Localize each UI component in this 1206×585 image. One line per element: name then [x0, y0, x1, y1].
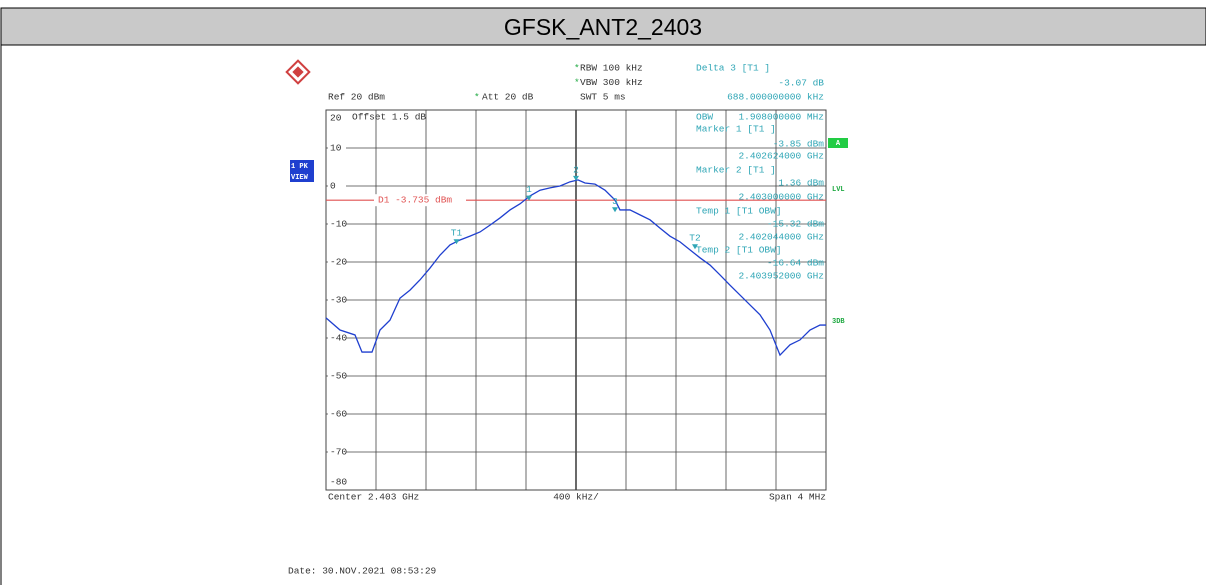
tick-label-bg	[328, 371, 346, 381]
marker	[612, 207, 618, 213]
tick-label-bg	[328, 257, 346, 267]
date: Date: 30.NOV.2021 08:53:29	[288, 566, 437, 577]
panel-name: Temp 1 [T1 OBW]	[696, 206, 782, 217]
y-tick-label: -20	[330, 257, 347, 268]
display-line-label-bg	[374, 194, 466, 207]
setting-star: *	[574, 77, 580, 88]
trace-label: 1 PK	[291, 163, 309, 171]
panel-freq: 688.000000000 kHz	[727, 92, 824, 103]
panel-value: -3.85 dBm	[773, 139, 825, 150]
panel-freq: 2.403000000 GHz	[738, 192, 824, 203]
panel-name: Delta 3 [T1 ]	[696, 63, 770, 74]
tick-label-bg	[328, 219, 346, 229]
y-tick-label: -70	[330, 447, 347, 458]
tick-label-bg	[328, 477, 346, 487]
marker	[692, 244, 698, 250]
marker-label: 3	[612, 196, 618, 207]
marker-label: T2	[689, 233, 701, 244]
panel-name: Temp 2 [T1 OBW]	[696, 245, 782, 256]
marker	[573, 175, 579, 181]
y-tick-label: 20	[330, 113, 342, 124]
x-span: Span 4 MHz	[769, 492, 826, 503]
panel-value: 1.908000000 MHz	[738, 112, 824, 123]
tick-label-bg	[328, 295, 346, 305]
side-label: A	[836, 140, 841, 148]
trace-badge	[290, 160, 314, 182]
marker	[526, 195, 532, 201]
panel-name: Marker 1 [T1 ]	[696, 124, 776, 135]
panel-freq: 2.402624000 GHz	[738, 151, 824, 162]
tick-label-bg	[328, 333, 346, 343]
setting: RBW 100 kHz	[580, 63, 643, 74]
panel-value: 1.36 dBm	[778, 178, 824, 189]
title-bar	[0, 7, 1206, 46]
setting: SWT 5 ms	[580, 92, 626, 103]
tick-label-bg	[328, 409, 346, 419]
tick-label-bg	[328, 447, 346, 457]
ref-level: Ref 20 dBm	[328, 92, 385, 103]
x-center: Center 2.403 GHz	[328, 492, 419, 503]
marker-label: T1	[451, 228, 463, 239]
display-line-label: D1 -3.735 dBm	[378, 195, 452, 206]
marker-label: 2	[573, 164, 579, 175]
marker-label: 1	[526, 184, 532, 195]
panel-name: Marker 2 [T1 ]	[696, 165, 776, 176]
panel-value: -16.64 dBm	[767, 258, 824, 269]
panel-freq: 2.402044000 GHz	[738, 232, 824, 243]
panel-freq: 2.403952000 GHz	[738, 271, 824, 282]
y-tick-label: -10	[330, 219, 347, 230]
trace	[325, 179, 826, 357]
panel-value: -15.32 dBm	[767, 219, 824, 230]
setting-star: *	[574, 63, 580, 74]
side-label: LVL	[832, 186, 845, 194]
panel-value: -3.07 dB	[778, 78, 824, 89]
y-tick-label: -60	[330, 409, 347, 420]
y-tick-label: 10	[330, 143, 342, 154]
tick-label-bg	[328, 181, 346, 191]
a-badge	[828, 138, 848, 148]
attenuation: Att 20 dB	[482, 92, 534, 103]
offset: Offset 1.5 dB	[352, 112, 426, 123]
att-star: *	[474, 92, 480, 103]
y-tick-label: 0	[330, 181, 336, 192]
trace-label: VIEW	[291, 174, 309, 182]
tick-label-bg	[328, 143, 346, 153]
y-tick-label: -30	[330, 295, 347, 306]
setting: VBW 300 kHz	[580, 77, 643, 88]
x-div: 400 kHz/	[553, 492, 599, 503]
y-tick-label: -80	[330, 477, 347, 488]
marker	[453, 239, 460, 245]
y-tick-label: -40	[330, 333, 347, 344]
logo	[285, 59, 311, 85]
side-label: 3DB	[832, 318, 845, 326]
title: GFSK_ANT2_2403	[504, 14, 702, 40]
panel-name: OBW	[696, 112, 713, 123]
tick-label-bg	[328, 113, 346, 123]
y-tick-label: -50	[330, 371, 347, 382]
